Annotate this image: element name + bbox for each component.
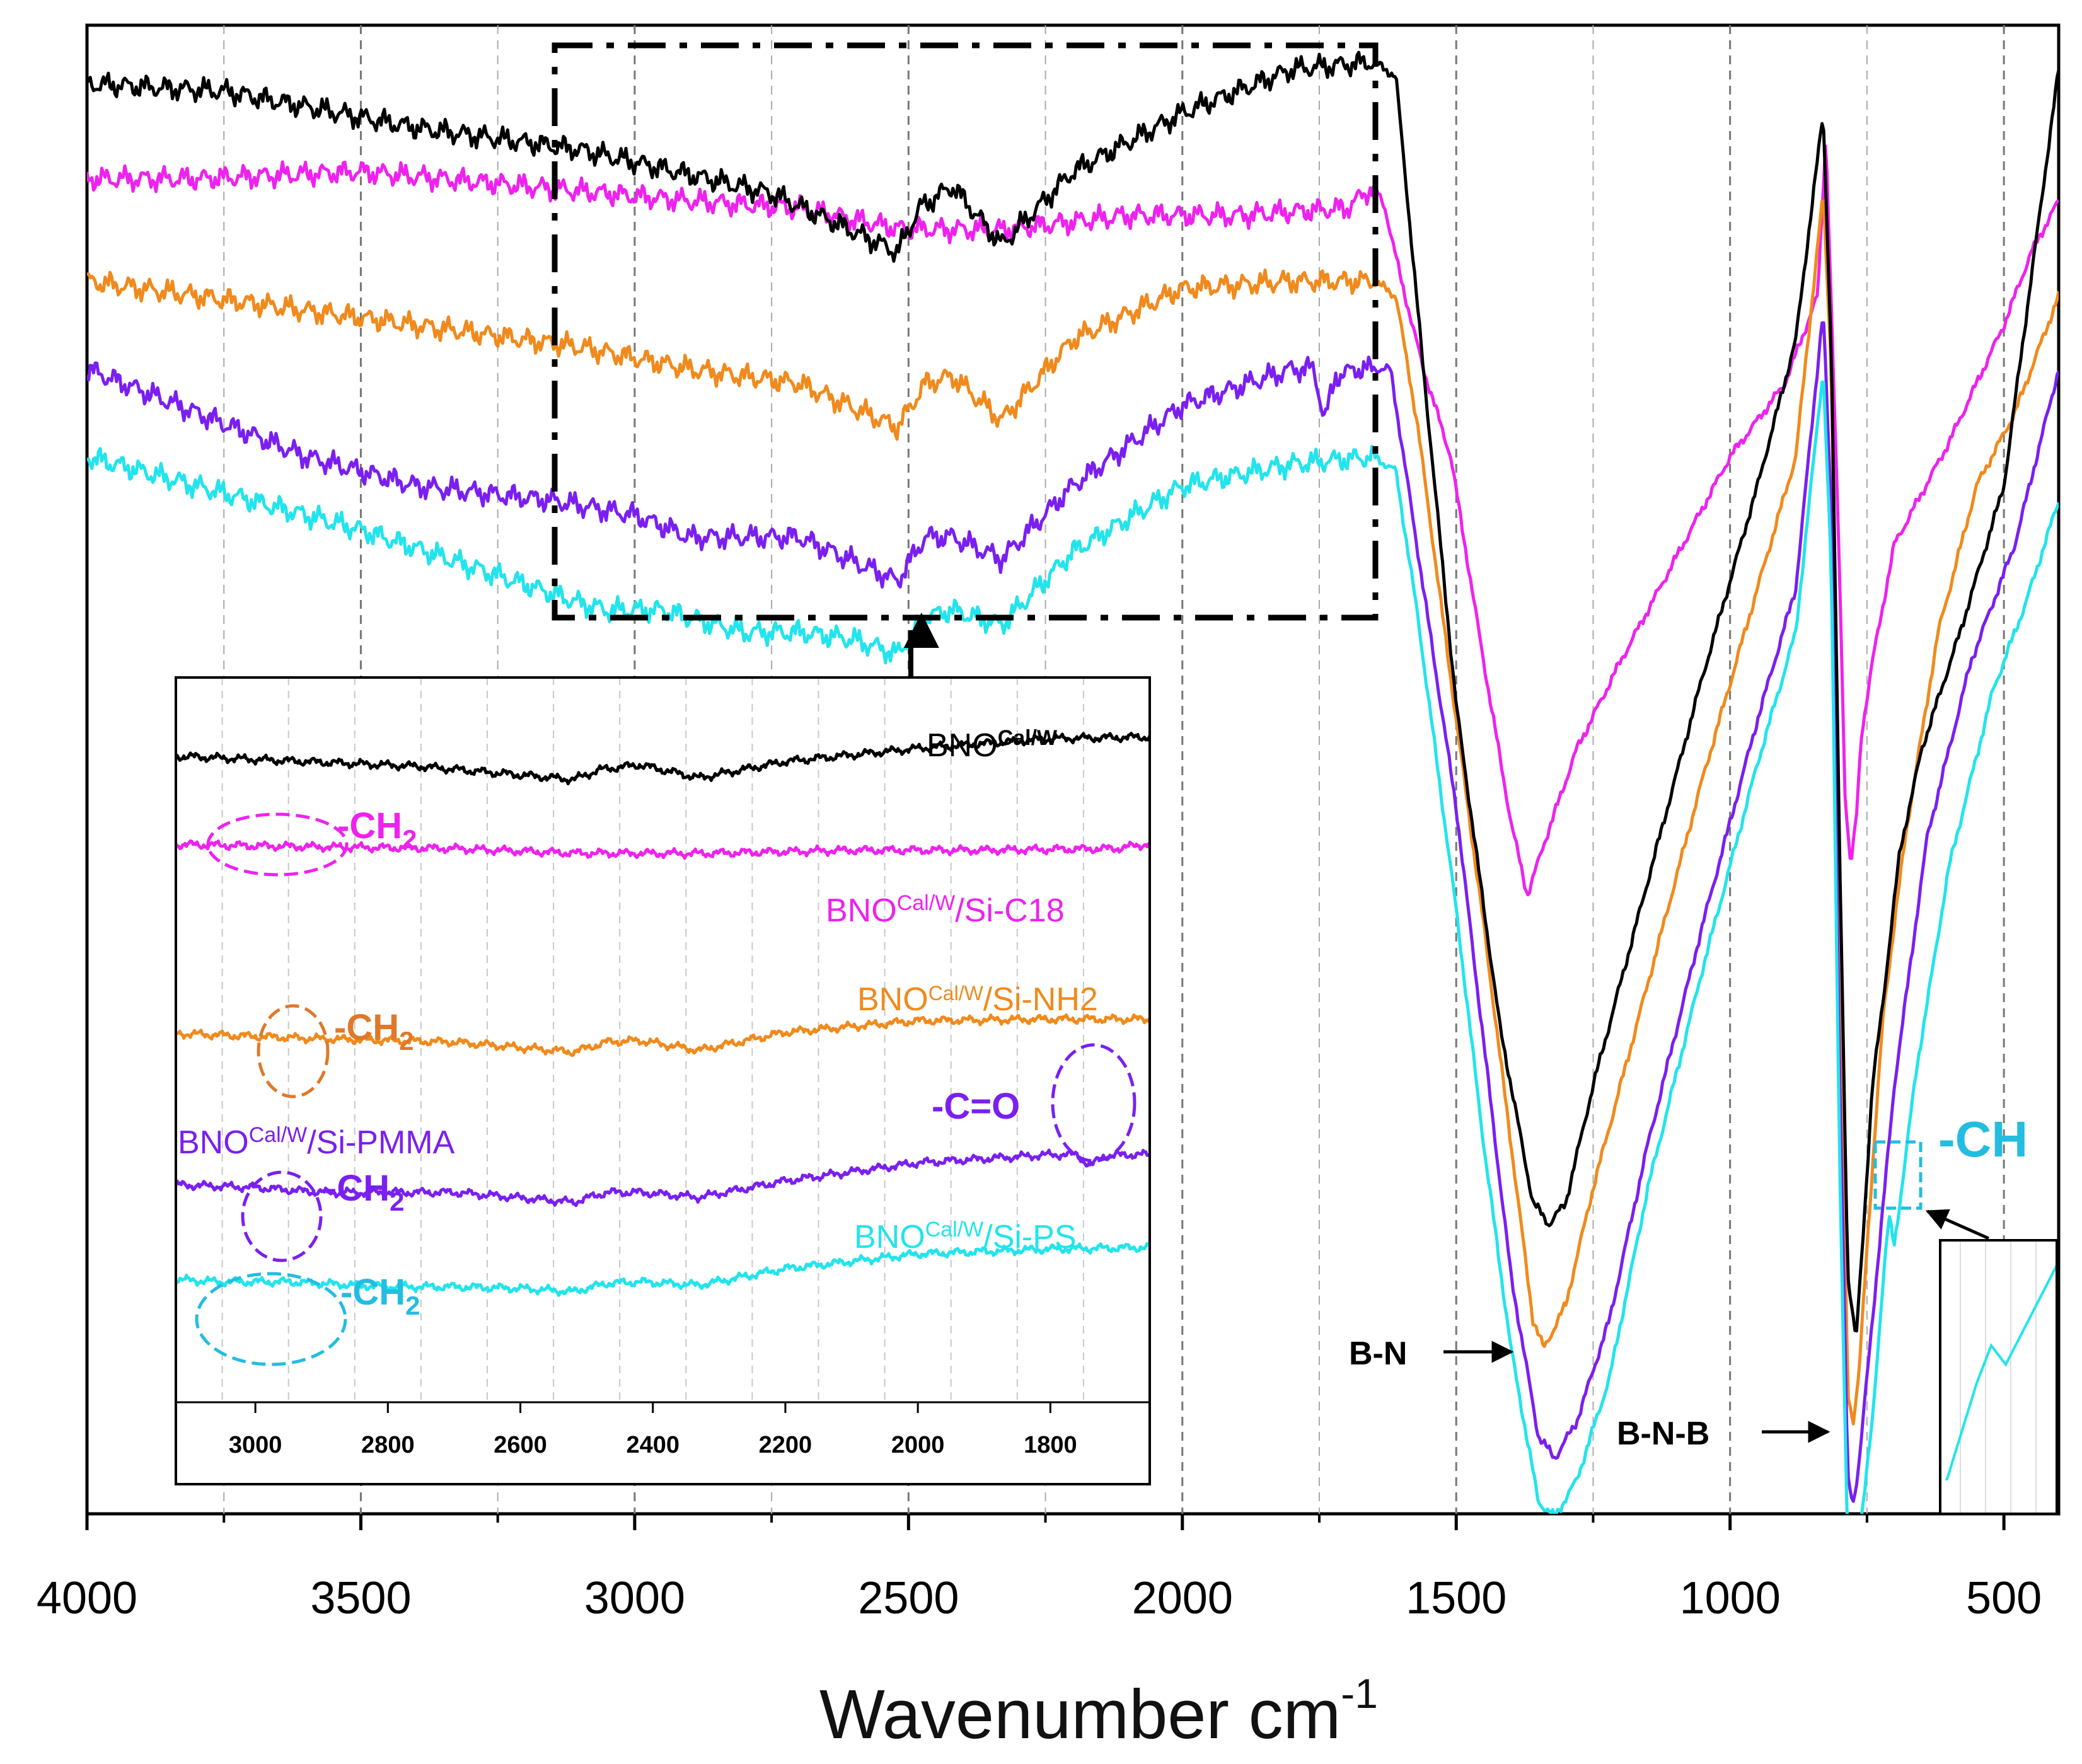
inset-tick-label-2600: 2600 [494, 1432, 547, 1458]
x-tick-label-3000: 3000 [584, 1573, 685, 1623]
x-tick-label-3500: 3500 [310, 1573, 411, 1623]
label-ps: BNOCal/W/Si-PS [854, 1218, 1077, 1255]
x-tick-label-1000: 1000 [1680, 1573, 1781, 1623]
x-tick-label-1500: 1500 [1406, 1573, 1507, 1623]
series-group [87, 50, 2059, 1514]
label-c18: BNOCal/W/Si-C18 [826, 891, 1065, 929]
ch2-label-pmma: -CH2 [325, 1168, 404, 1216]
inset-tick-label-2400: 2400 [626, 1432, 680, 1458]
inset-series-line-bno [176, 732, 1150, 786]
ch-mini-window-bg [1940, 1240, 2057, 1514]
inset-tick-label-2000: 2000 [891, 1432, 945, 1458]
series-line-nh2 [87, 199, 2059, 1426]
inset-tick-label-2200: 2200 [759, 1432, 813, 1458]
inset-series-line-pmma [176, 1148, 1150, 1208]
series-line-c18 [87, 144, 2059, 897]
x-tick-label-2000: 2000 [1132, 1573, 1233, 1623]
inset-background [176, 677, 1150, 1484]
inset-tick-label-2800: 2800 [361, 1432, 415, 1458]
series-line-bno [87, 50, 2059, 1333]
bnb-label: B-N-B [1617, 1415, 1709, 1452]
ch-label: -CH [1938, 1111, 2028, 1167]
x-tick-label-2500: 2500 [858, 1573, 959, 1623]
ch-mini-window-frame [1939, 1239, 2058, 1515]
ch2-ellipse-nh2 [257, 1004, 330, 1098]
x-tick-label-500: 500 [1966, 1573, 2042, 1623]
ch-arrow [1925, 1209, 1990, 1240]
inset-tick-label-1800: 1800 [1024, 1432, 1077, 1458]
label-bno: BNOCal/W [927, 726, 1058, 764]
label-pmma: BNOCal/W/Si-PMMA [178, 1123, 455, 1161]
ch-zoom-box [1873, 1140, 1923, 1210]
label-nh2: BNOCal/W/Si-NH2 [857, 981, 1098, 1018]
inset-x-axis: 3000 2800 2600 2400 2200 2000 1800 [229, 1402, 1077, 1458]
inset-series-line-nh2 [176, 1013, 1150, 1058]
ch2-label-c18: -CH2 [337, 805, 417, 854]
inset-frame [175, 676, 1151, 1485]
zoom-region-box [552, 42, 1379, 621]
ch2-label-nh2: -CH2 [334, 1007, 414, 1056]
x-axis-title: Wavenumber cm-1 [819, 1670, 1378, 1753]
inset-series-group [176, 732, 1150, 1297]
ch2-ellipse-c18 [206, 812, 349, 877]
inset-tick-label-3000: 3000 [229, 1432, 282, 1458]
bn-label: B-N [1349, 1335, 1407, 1372]
series-line-ps [87, 380, 2059, 1514]
x-tick-label-4000: 4000 [37, 1573, 137, 1623]
plot-frame [85, 23, 2061, 1516]
inset-series-line-c18 [176, 839, 1150, 860]
ch2-ellipse-ps [195, 1272, 347, 1366]
ch-mini-curve [1945, 1264, 2057, 1480]
ch2-ellipse-pmma [241, 1170, 323, 1262]
co-ellipse-pmma [1051, 1043, 1136, 1163]
x-axis: 4000 3500 3000 2500 2000 1500 1000 500 [37, 1514, 2042, 1623]
inset-series-line-ps [176, 1242, 1150, 1297]
ch-mini-grid [1960, 1240, 2037, 1514]
co-label-pmma: -C=O [932, 1086, 1020, 1127]
series-line-pmma [87, 321, 2059, 1503]
ch2-label-ps: -CH2 [340, 1272, 420, 1320]
